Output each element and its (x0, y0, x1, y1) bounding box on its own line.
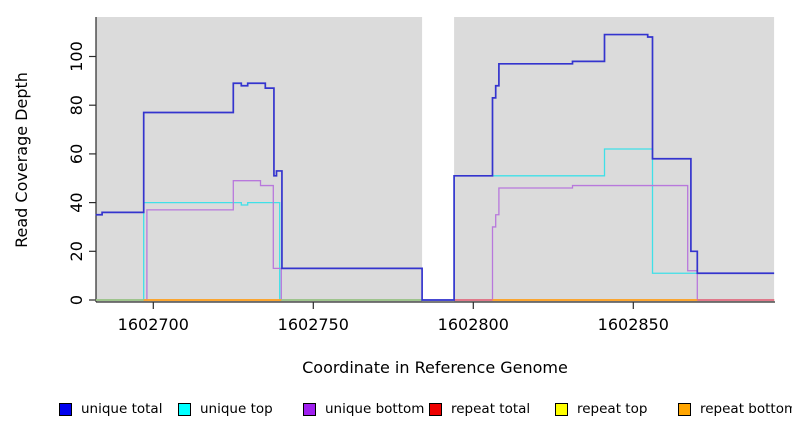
tick-layer: 1602700 1602750 1602800 1602850 0 20 40 60 80 100 (67, 41, 669, 334)
legend-label: repeat bottom (700, 401, 792, 417)
series-unique-top (95, 148, 775, 301)
legend-label: repeat top (577, 401, 648, 417)
legend-item-repeat-total: repeat total (429, 399, 530, 419)
coverage-plot: 1602700 1602750 1602800 1602850 0 20 40 60 80 100… (12, 17, 775, 377)
covered-region-right (454, 17, 775, 302)
legend-swatch-icon (555, 402, 568, 416)
axis-layer (95, 17, 775, 303)
legend-swatch-icon (178, 402, 191, 416)
series-unique-bottom (95, 180, 775, 301)
x-tick-label: 1602700 (118, 315, 189, 334)
legend-label: unique bottom (325, 401, 425, 417)
legend-item-unique-top: unique top (178, 399, 273, 419)
legend-item-unique-total: unique total (59, 399, 162, 419)
legend-item-repeat-bottom: repeat bottom (678, 399, 792, 419)
legend-item-unique-bottom: unique bottom (303, 399, 424, 419)
legend-swatch-icon (303, 402, 316, 416)
y-tick-label: 60 (67, 144, 86, 164)
series-layer (95, 33, 775, 301)
x-tick-label: 1602750 (278, 315, 349, 334)
y-tick-label: 100 (67, 41, 86, 72)
legend-swatch-icon (678, 402, 691, 416)
y-axis-title: Read Coverage Depth (12, 72, 31, 248)
covered-region-left (95, 17, 423, 302)
x-axis-title: Coordinate in Reference Genome (302, 358, 568, 377)
legend-swatch-icon (429, 402, 442, 416)
legend-label: unique top (200, 401, 273, 417)
x-tick-label: 1602850 (598, 315, 669, 334)
x-tick-label: 1602800 (438, 315, 509, 334)
legend: unique total unique top unique bottom repea… (0, 399, 792, 423)
legend-item-repeat-top: repeat top (555, 399, 647, 419)
legend-label: repeat total (451, 401, 531, 417)
y-tick-label: 80 (67, 95, 86, 115)
y-tick-label: 40 (67, 192, 86, 212)
y-tick-label: 0 (67, 295, 86, 305)
legend-swatch-icon (59, 402, 72, 416)
series-unique-total (95, 33, 775, 301)
y-tick-label: 20 (67, 241, 86, 261)
legend-label: unique total (81, 401, 163, 417)
